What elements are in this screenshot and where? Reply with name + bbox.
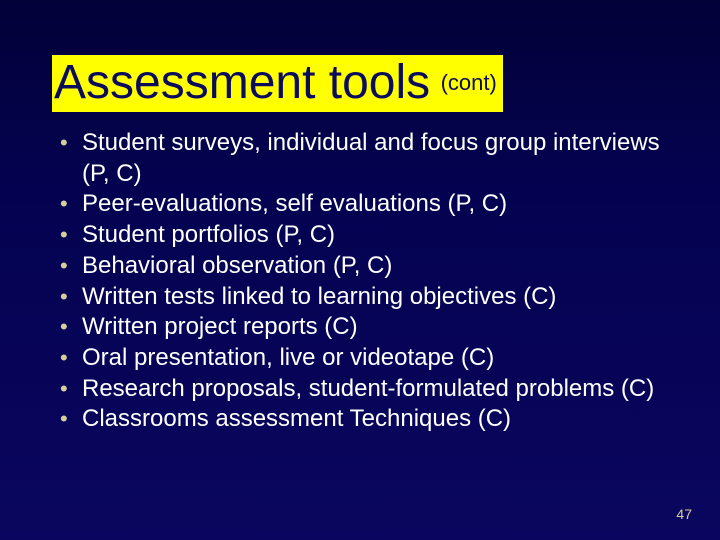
slide-title-cont: (cont) — [441, 70, 497, 95]
list-item: Written tests linked to learning objecti… — [52, 282, 668, 313]
list-item: Student surveys, individual and focus gr… — [52, 128, 668, 189]
list-item: Classrooms assessment Techniques (C) — [52, 404, 668, 435]
page-number: 47 — [676, 506, 692, 522]
bullet-list: Student surveys, individual and focus gr… — [52, 128, 668, 435]
title-highlight-box: Assessment tools (cont) — [52, 55, 503, 112]
list-item: Oral presentation, live or videotape (C) — [52, 343, 668, 374]
slide-container: Assessment tools (cont) Student surveys,… — [0, 0, 720, 540]
slide-title-main: Assessment tools — [54, 56, 430, 109]
list-item: Behavioral observation (P, C) — [52, 251, 668, 282]
list-item: Student portfolios (P, C) — [52, 220, 668, 251]
list-item: Research proposals, student-formulated p… — [52, 374, 668, 405]
list-item: Written project reports (C) — [52, 312, 668, 343]
list-item: Peer-evaluations, self evaluations (P, C… — [52, 189, 668, 220]
